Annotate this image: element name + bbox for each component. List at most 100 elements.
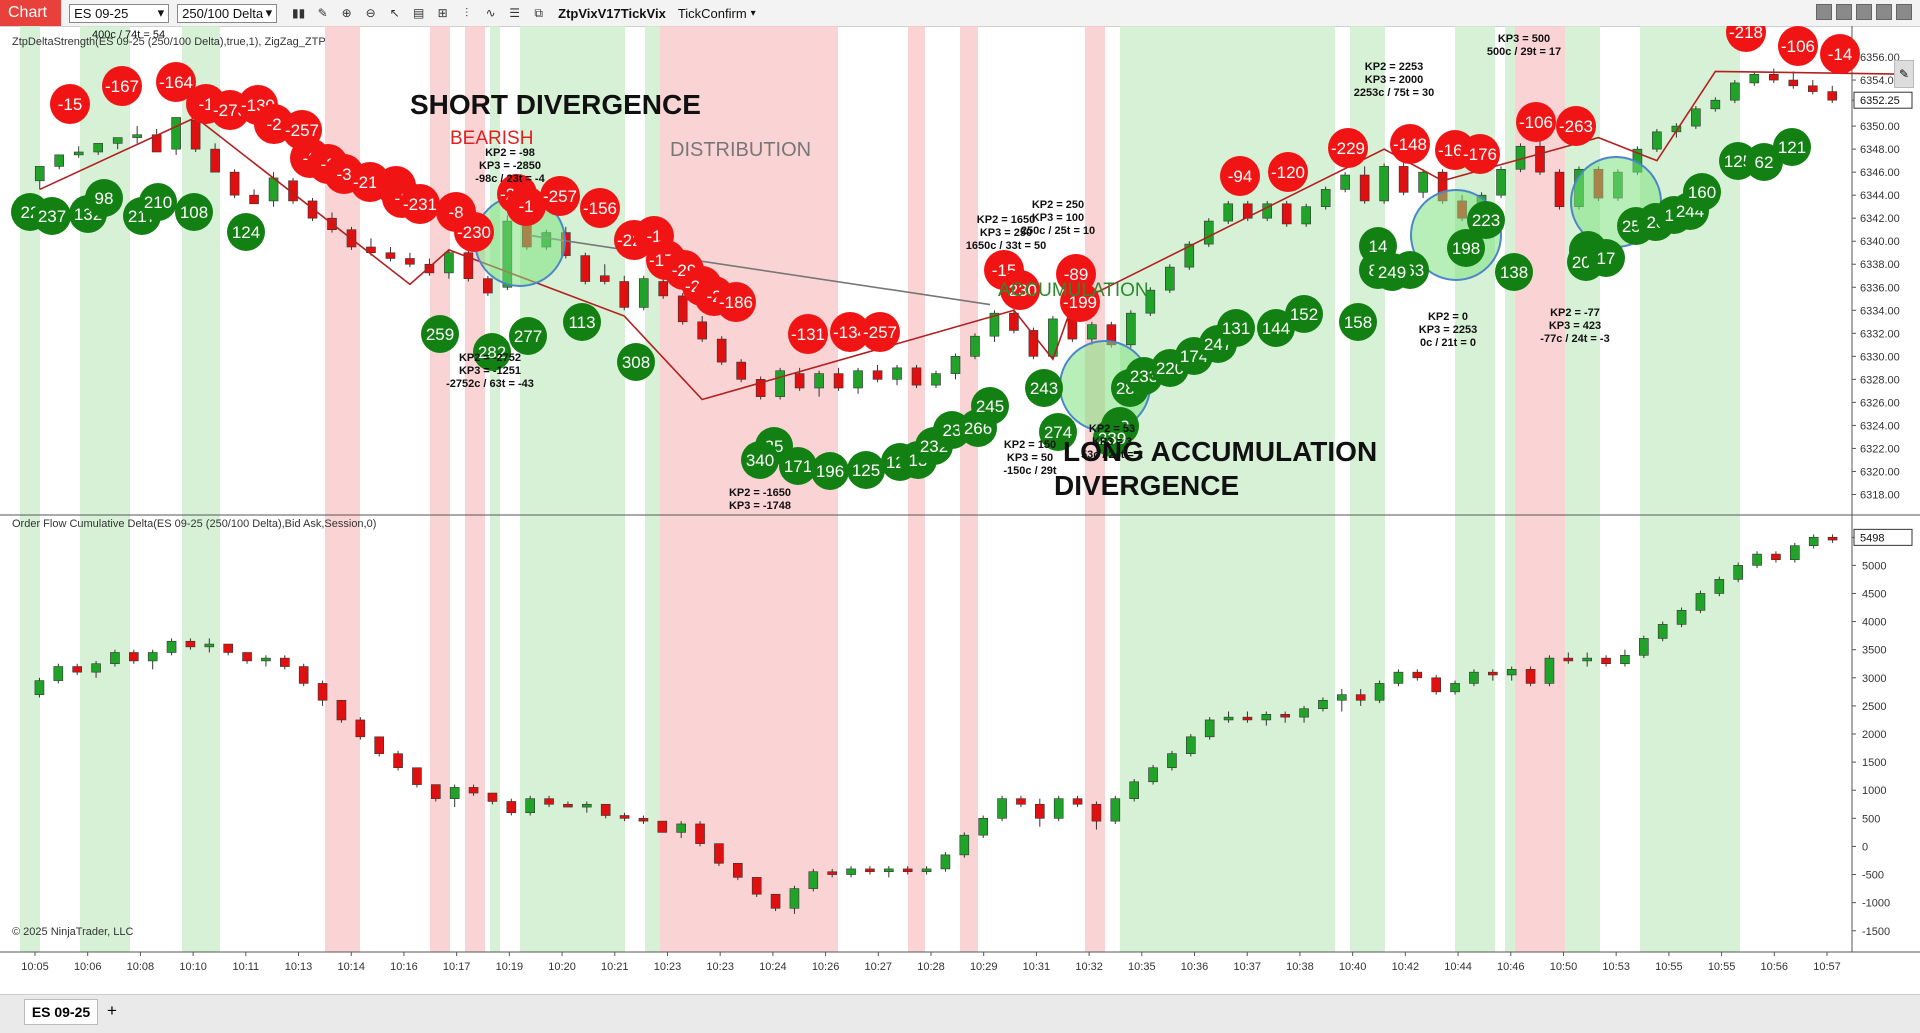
buy-delta-label: 249 — [1378, 263, 1406, 282]
strategies-icon[interactable]: ∿ — [485, 6, 496, 20]
sell-delta-label: -94 — [1228, 167, 1253, 186]
chevron-down-icon[interactable]: ▾ — [750, 7, 756, 19]
pointer-icon[interactable]: ↖ — [389, 6, 400, 20]
window-menu-button[interactable] — [1816, 4, 1832, 20]
chart-area[interactable]: 6356.00 6354.00 6352.25 6350.00 6348.00 6346.… — [0, 12, 1920, 994]
time-tick-label: 10:32 — [1075, 961, 1103, 973]
pencil-icon[interactable]: ✎ — [317, 6, 328, 20]
price-tick-label: 6324.00 — [1860, 420, 1900, 432]
delta-tick-label: 5000 — [1862, 560, 1886, 572]
buy-delta-bubble — [85, 179, 123, 217]
kp-label: 250c / 25t = 10 — [1021, 225, 1095, 237]
sell-delta-bubble — [1268, 152, 1308, 192]
minimize-button[interactable] — [1836, 4, 1852, 20]
bar-style-icon[interactable]: ▮▮ — [292, 6, 306, 20]
time-tick-label: 10:53 — [1602, 961, 1630, 973]
zoom-in-icon[interactable]: ⊕ — [341, 6, 352, 20]
maximize-button[interactable] — [1856, 4, 1872, 20]
kp-label: 53c / 24t = 2 — [1081, 449, 1143, 461]
delta-candle-body — [449, 787, 460, 799]
sell-delta-label: -8 — [448, 203, 463, 222]
properties-icon[interactable]: ☰ — [509, 6, 520, 20]
chart-window-tab[interactable]: Chart — [0, 0, 62, 26]
time-tick-label: 10:40 — [1339, 961, 1367, 973]
buy-delta-bubble — [741, 441, 779, 479]
chart-tool-icon[interactable]: ✎ — [1894, 60, 1914, 88]
time-tick-label: 10:17 — [443, 961, 471, 973]
kp-label: KP2 = 0 — [1428, 311, 1468, 323]
instrument-tab[interactable]: ES 09-25 — [24, 999, 98, 1025]
delta-candle-body — [1563, 657, 1574, 662]
price-tick-label: 6356.00 — [1860, 52, 1900, 64]
buy-delta-label: 131 — [1222, 319, 1250, 338]
delta-candle-body — [242, 652, 252, 662]
price-candle-body — [190, 120, 201, 150]
delta-candle-body — [789, 888, 800, 909]
chart-canvas[interactable]: 6356.00 6354.00 6352.25 6350.00 6348.00 6346.… — [0, 12, 1920, 994]
close-button[interactable] — [1896, 4, 1912, 20]
delta-candle-body — [1053, 798, 1064, 819]
delta-candle-body — [1808, 536, 1819, 546]
price-candle-body — [1535, 145, 1545, 173]
sell-delta-label: -3 — [336, 165, 351, 184]
add-tab-button[interactable]: + — [107, 1001, 117, 1020]
kp-label: KP3 = -2850 — [479, 160, 541, 172]
price-candle-body — [307, 200, 318, 219]
buy-delta-bubble — [811, 452, 849, 490]
kp-label: KP2 = -98 — [485, 147, 535, 159]
buy-delta-bubble — [1495, 253, 1533, 291]
lower-indicator-label: Order Flow Cumulative Delta(ES 09-25 (25… — [12, 518, 377, 530]
data-box-icon[interactable]: ▤ — [412, 6, 425, 20]
kp-label: KP3 = 100 — [1032, 212, 1084, 224]
confirm-template-label[interactable]: TickConfirm — [677, 5, 747, 21]
templates-icon[interactable]: ⧉ — [534, 5, 543, 20]
copyright-text: © 2025 NinjaTrader, LLC — [12, 926, 134, 938]
delta-candle-body — [374, 736, 384, 754]
sell-delta-bubble — [1460, 134, 1500, 174]
buy-delta-bubble — [1683, 173, 1721, 211]
price-candle-body — [931, 373, 941, 386]
delta-tick-label: 2500 — [1862, 701, 1886, 713]
indicators-icon[interactable]: ⫶ — [465, 5, 469, 20]
bar-type-selector[interactable]: 250/100 Delta ▾ — [177, 3, 278, 23]
price-candle-body — [1281, 203, 1292, 225]
instrument-selector[interactable]: ES 09-25 ▾ — [69, 3, 170, 23]
buy-delta-bubble — [617, 343, 655, 381]
chart-trader-icon[interactable]: ⊞ — [437, 6, 448, 20]
delta-candle-body — [223, 643, 233, 653]
price-candle-body — [1788, 79, 1799, 87]
sell-delta-bubble — [1060, 282, 1100, 322]
buy-delta-label: 158 — [1344, 313, 1372, 332]
delta-candle-body — [959, 834, 970, 856]
price-candle-body — [1769, 73, 1779, 81]
workspace-template-label[interactable]: ZtpVixV17TickVix — [558, 5, 666, 21]
sell-delta-bubble — [830, 312, 870, 352]
sell-delta-label: -176 — [1463, 145, 1497, 164]
delta-tick-label: -1500 — [1862, 926, 1890, 938]
price-candle-body — [950, 356, 961, 374]
delta-tick-label: 4000 — [1862, 617, 1886, 629]
price-candle-body — [405, 258, 415, 265]
long-accumulation-label: LONG ACCUMULATION — [1063, 436, 1377, 467]
time-tick-label: 10:31 — [1023, 961, 1051, 973]
bearish-band — [660, 26, 838, 952]
restore-button[interactable] — [1876, 4, 1892, 20]
delta-candle-body — [1035, 803, 1045, 819]
price-candle-body — [716, 338, 727, 363]
price-candle-body — [463, 252, 474, 279]
delta-tick-label: 3500 — [1862, 645, 1886, 657]
instrument-tab-bar: ES 09-25 + — [0, 994, 1920, 1033]
time-tick-label: 10:21 — [601, 961, 629, 973]
zoom-out-icon[interactable]: ⊖ — [365, 6, 376, 20]
buy-delta-label: 144 — [1262, 319, 1290, 338]
price-candle-body — [93, 143, 103, 153]
delta-candle-body — [1016, 798, 1026, 805]
sell-delta-bubble — [1000, 270, 1040, 310]
buy-delta-label: 98 — [95, 189, 114, 208]
buy-delta-bubble — [139, 183, 177, 221]
delta-candle-body — [166, 640, 177, 653]
sell-delta-bubble — [1516, 102, 1556, 142]
kp-label: KP3 = 2253 — [1419, 324, 1477, 336]
delta-tick-label: 0 — [1862, 841, 1868, 853]
delta-candle-body — [1695, 593, 1706, 611]
